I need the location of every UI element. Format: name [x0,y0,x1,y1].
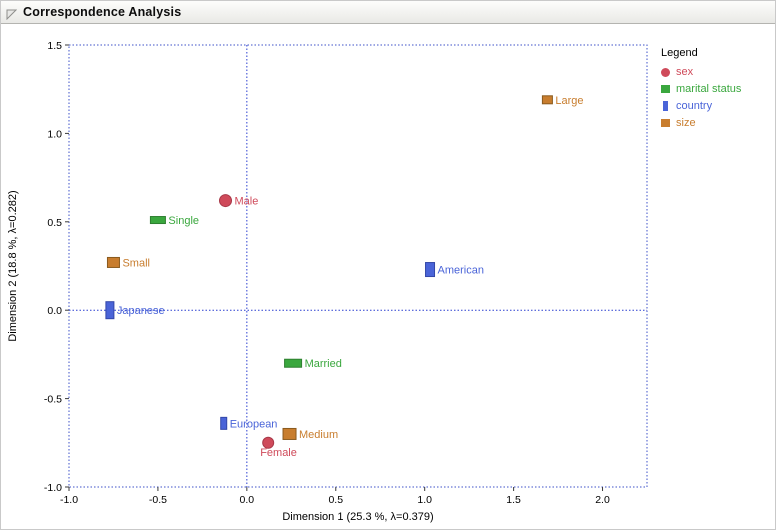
report-titlebar: Correspondence Analysis [1,1,775,24]
point-label-married[interactable]: Married [305,358,342,370]
point-label-american[interactable]: American [438,265,484,277]
point-label-small[interactable]: Small [122,257,150,269]
legend-rect-tall-marker-icon [663,101,668,111]
y-axis-title[interactable]: Dimension 2 (18.8 %, λ=0.282) [7,190,19,341]
y-tick-label: 0.0 [47,305,62,317]
marker-female[interactable] [262,436,275,449]
y-tick-label: 1.0 [47,128,62,140]
legend-circle-marker-icon [661,67,670,77]
legend-item-sex[interactable]: sex [661,66,773,78]
point-label-japanese[interactable]: Japanese [117,305,165,317]
y-tick-label: 1.5 [47,40,62,52]
legend-item-country[interactable]: country [661,100,773,112]
legend-item-label: marital status [676,83,742,95]
legend-items: sex marital status country size [661,66,773,129]
x-tick-label: -0.5 [149,494,167,506]
marker-medium[interactable] [282,427,297,440]
legend-item-marital-status[interactable]: marital status [661,83,773,95]
marker-european[interactable] [220,416,228,430]
marker-married[interactable] [284,358,303,368]
scatter-plot[interactable]: -1.0 -0.5 0.0 0.5 1.0 1.5 2.0 -1.0 -0.5 0.0 0.5 1.0… [1,25,661,530]
y-tick-label: -1.0 [44,482,62,494]
marker-small[interactable] [106,256,120,268]
marker-japanese[interactable] [105,301,115,320]
y-tick-label: -0.5 [44,394,62,406]
marker-male[interactable] [219,194,233,208]
chart-region: -1.0 -0.5 0.0 0.5 1.0 1.5 2.0 -1.0 -0.5 0.0 0.5 1.0… [1,25,775,529]
legend-square-marker-icon [661,85,670,93]
point-label-european[interactable]: European [230,418,278,430]
x-tick-label: -1.0 [60,494,78,506]
legend-square-marker-icon [661,119,670,127]
legend-item-size[interactable]: size [661,117,773,129]
disclosure-triangle-icon[interactable] [6,7,18,20]
x-tick-label: 0.5 [328,494,343,506]
x-axis-title[interactable]: Dimension 1 (25.3 %, λ=0.379) [282,511,433,523]
y-tick-label: 0.5 [47,217,62,229]
point-label-large[interactable]: Large [555,95,583,107]
x-tick-label: 0.0 [240,494,255,506]
point-label-medium[interactable]: Medium [299,429,338,441]
legend-item-label: size [676,117,696,129]
plot-frame[interactable] [68,44,648,488]
marker-large[interactable] [541,95,553,105]
marker-single[interactable] [149,216,166,225]
legend-item-label: sex [676,66,694,78]
report-title: Correspondence Analysis [23,5,182,19]
point-label-female[interactable]: Female [260,447,297,459]
x-tick-label: 2.0 [595,494,610,506]
legend: Legend sex marital status country size [661,47,773,134]
point-label-single[interactable]: Single [168,215,199,227]
legend-title: Legend [661,47,698,59]
x-tick-label: 1.5 [506,494,521,506]
x-tick-label: 1.0 [417,494,432,506]
marker-american[interactable] [425,262,436,278]
point-label-male[interactable]: Male [235,196,259,208]
legend-item-label: country [676,100,713,112]
